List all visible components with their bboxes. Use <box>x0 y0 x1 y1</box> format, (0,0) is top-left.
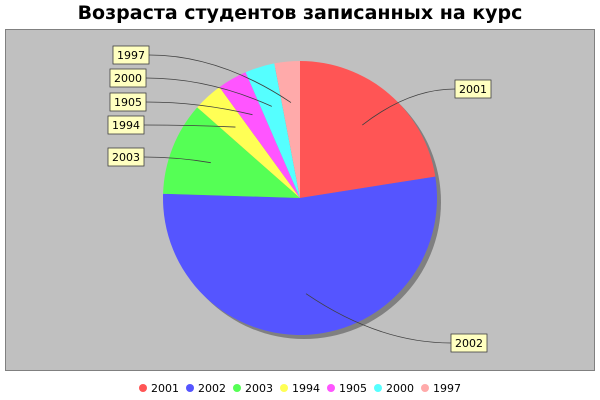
callout-box-2001 <box>454 79 492 99</box>
callout-box-1994 <box>107 115 145 135</box>
legend-item-2003: 2003 <box>233 382 273 395</box>
pie-slice-2001 <box>300 61 436 198</box>
pie-slice-1905 <box>219 72 300 198</box>
legend-label-2000: 2000 <box>386 381 414 395</box>
pie-slice-1994 <box>197 87 300 198</box>
pie-slice-2002 <box>163 176 437 335</box>
legend-item-1994: 1994 <box>280 382 320 395</box>
legend-item-2002: 2002 <box>186 382 226 395</box>
chart-title: Возраста студентов записанных на курс <box>77 2 523 24</box>
callout-box-2002 <box>450 333 488 353</box>
pie-slices <box>163 61 437 335</box>
callout-label-2003: 2003 <box>112 151 140 164</box>
legend-label-2003: 2003 <box>245 381 273 395</box>
legend-item-1997: 1997 <box>421 382 461 395</box>
pie-slice-1997 <box>274 61 300 198</box>
legend-label-2001: 2001 <box>151 381 179 395</box>
callout-line-2001 <box>362 88 456 126</box>
legend-item-1905: 1905 <box>327 382 367 395</box>
pie-callouts: 2001 2002 2003 1994 1905 2000 1997 <box>107 45 492 353</box>
legend-swatch-2002 <box>186 384 194 392</box>
callout-label-1994: 1994 <box>112 119 140 132</box>
legend-label-1997: 1997 <box>433 381 461 395</box>
callout-box-1997 <box>112 45 150 65</box>
legend-label-1905: 1905 <box>339 381 367 395</box>
callout-label-2002: 2002 <box>455 337 483 350</box>
pie-slice-2000 <box>245 63 300 198</box>
legend-swatch-2001 <box>139 384 147 392</box>
callout-line-2000 <box>145 77 272 107</box>
callout-label-1997: 1997 <box>117 49 145 62</box>
callout-line-2003 <box>143 156 211 164</box>
legend-item-2000: 2000 <box>374 382 414 395</box>
callout-box-2003 <box>107 147 145 167</box>
pie-slice-2003 <box>163 107 300 198</box>
legend-swatch-2003 <box>233 384 241 392</box>
legend: 2001 2002 2003 1994 1905 2000 1997 <box>0 379 600 397</box>
callout-box-1905 <box>109 92 147 112</box>
legend-swatch-2000 <box>374 384 382 392</box>
legend-label-2002: 2002 <box>198 381 226 395</box>
legend-item-2001: 2001 <box>139 382 179 395</box>
callout-label-2001: 2001 <box>459 83 487 96</box>
callout-label-1905: 1905 <box>114 96 142 109</box>
callout-box-2000 <box>109 68 147 88</box>
callout-line-1994 <box>143 124 236 128</box>
legend-swatch-1905 <box>327 384 335 392</box>
callout-line-1905 <box>145 101 253 116</box>
callout-line-1997 <box>148 54 292 103</box>
legend-swatch-1997 <box>421 384 429 392</box>
legend-label-1994: 1994 <box>292 381 320 395</box>
legend-swatch-1994 <box>280 384 288 392</box>
callout-label-2000: 2000 <box>114 72 142 85</box>
callout-line-2002 <box>305 293 452 344</box>
